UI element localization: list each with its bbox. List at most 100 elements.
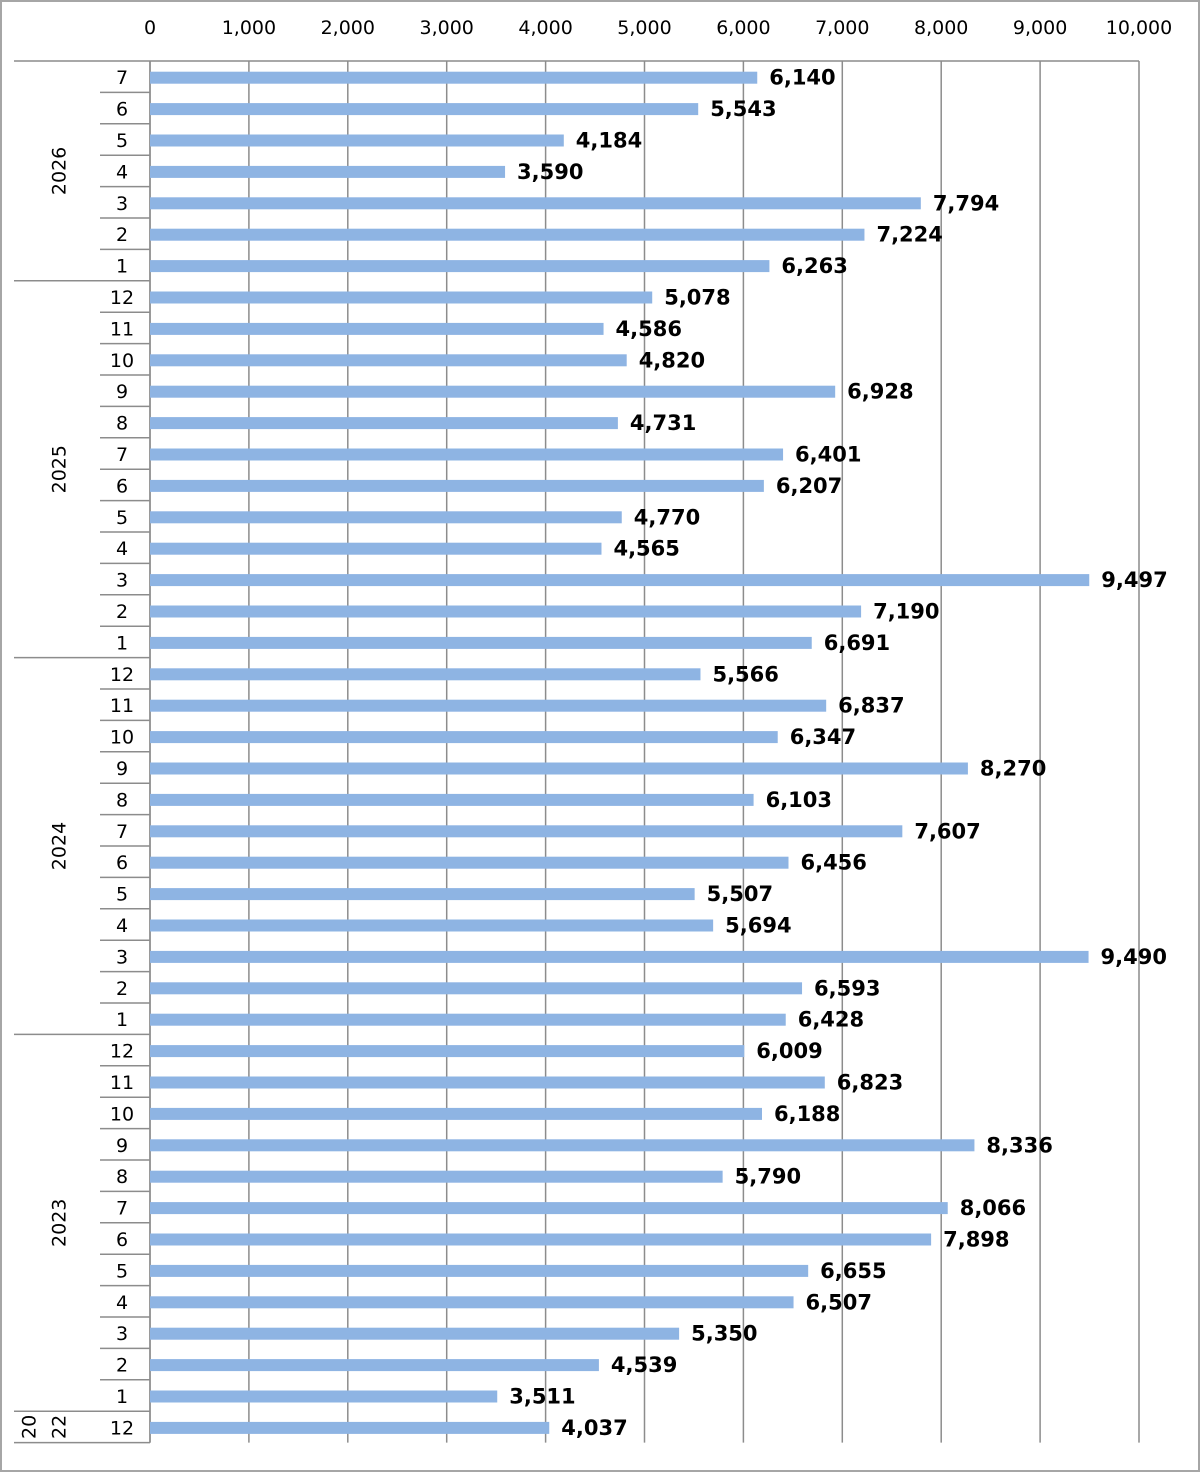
category-label: 7 — [116, 1198, 128, 1220]
bar — [150, 856, 789, 869]
category-label: 2 — [116, 601, 128, 623]
category-label: 1 — [116, 632, 128, 654]
data-label: 4,820 — [639, 348, 705, 372]
bar — [150, 1170, 723, 1183]
category-label: 8 — [116, 789, 128, 811]
category-label: 8 — [116, 413, 128, 435]
value-axis-ticks: 0 1,000 2,000 3,000 4,000 5,000 6,000 7,000 8,00… — [144, 17, 1172, 39]
category-label: 5 — [116, 130, 128, 152]
bar — [150, 197, 921, 210]
data-label: 5,350 — [691, 1322, 757, 1346]
data-label: 6,207 — [776, 474, 842, 498]
bar — [150, 1045, 745, 1058]
bar — [150, 668, 701, 681]
x-tick-label: 5,000 — [617, 17, 671, 39]
data-label: 9,490 — [1101, 945, 1167, 969]
data-label: 6,009 — [756, 1039, 822, 1063]
data-label: 3,511 — [509, 1385, 575, 1409]
x-tick-label: 7,000 — [815, 17, 869, 39]
data-label: 7,607 — [914, 819, 980, 843]
category-label: 2 — [116, 978, 128, 1000]
bar — [150, 322, 604, 335]
category-label: 4 — [116, 915, 128, 937]
category-label: 7 — [116, 67, 128, 89]
bar — [150, 228, 865, 241]
group-label: 2024 — [49, 822, 71, 870]
bar — [150, 1107, 762, 1120]
category-label: 3 — [116, 946, 128, 968]
bar — [150, 950, 1089, 963]
data-label: 7,794 — [933, 191, 999, 215]
data-label: 6,691 — [824, 631, 890, 655]
x-tick-label: 3,000 — [419, 17, 473, 39]
category-label: 9 — [116, 758, 128, 780]
category-label: 12 — [110, 664, 134, 686]
bar — [150, 1296, 794, 1309]
data-label: 6,928 — [847, 380, 913, 404]
x-tick-label: 1,000 — [222, 17, 276, 39]
data-label: 4,770 — [634, 505, 700, 529]
bar — [150, 448, 784, 461]
data-label: 7,224 — [876, 223, 942, 247]
data-label: 6,456 — [800, 851, 866, 875]
data-label: 4,037 — [561, 1416, 627, 1440]
group-label: 2026 — [49, 147, 71, 195]
bar — [150, 731, 778, 744]
category-label: 8 — [116, 1166, 128, 1188]
data-label: 6,140 — [769, 66, 835, 90]
data-label: 5,790 — [735, 1165, 801, 1189]
bar — [150, 71, 758, 84]
data-label: 4,565 — [613, 537, 679, 561]
category-axis: 7654321202612111098765432120251211109876… — [14, 60, 1139, 1444]
bar — [150, 511, 622, 524]
bar — [150, 260, 770, 273]
category-label: 6 — [116, 852, 128, 874]
data-label: 7,898 — [943, 1228, 1009, 1252]
data-label: 5,566 — [712, 662, 778, 686]
bar — [150, 354, 627, 367]
group-label-part: 22 — [49, 1415, 71, 1439]
bar — [150, 1202, 948, 1215]
data-label: 6,188 — [774, 1102, 840, 1126]
data-label: 5,543 — [710, 97, 776, 121]
x-tick-label: 4,000 — [518, 17, 572, 39]
category-label: 10 — [110, 1103, 134, 1125]
data-label: 9,497 — [1101, 568, 1167, 592]
bar — [150, 1327, 680, 1340]
bar — [150, 888, 695, 901]
bar — [150, 636, 812, 649]
data-label: 6,401 — [795, 443, 861, 467]
x-tick-label: 6,000 — [716, 17, 770, 39]
bar — [150, 291, 653, 304]
bar — [150, 919, 714, 932]
category-label: 10 — [110, 350, 134, 372]
bar — [150, 1390, 498, 1403]
x-tick-label: 2,000 — [321, 17, 375, 39]
category-label: 5 — [116, 884, 128, 906]
bar — [150, 574, 1090, 587]
x-tick-label: 10,000 — [1106, 17, 1172, 39]
bar — [150, 1233, 932, 1246]
bar — [150, 762, 968, 775]
category-label: 7 — [116, 444, 128, 466]
bar — [150, 1421, 550, 1434]
category-label: 3 — [116, 570, 128, 592]
category-label: 4 — [116, 538, 128, 560]
bar — [150, 385, 836, 398]
category-label: 2 — [116, 224, 128, 246]
category-label: 11 — [110, 318, 134, 340]
x-tick-label: 8,000 — [914, 17, 968, 39]
bar — [150, 1076, 825, 1089]
category-label: 12 — [110, 1041, 134, 1063]
group-label-part: 20 — [19, 1415, 41, 1439]
bar — [150, 825, 903, 838]
bar — [150, 479, 764, 492]
bars — [150, 71, 1090, 1434]
bar — [150, 982, 803, 995]
category-label: 4 — [116, 161, 128, 183]
category-label: 1 — [116, 1009, 128, 1031]
data-label: 6,263 — [781, 254, 847, 278]
group-label: 20 22 — [19, 1415, 71, 1439]
bar — [150, 699, 827, 712]
category-label: 3 — [116, 193, 128, 215]
